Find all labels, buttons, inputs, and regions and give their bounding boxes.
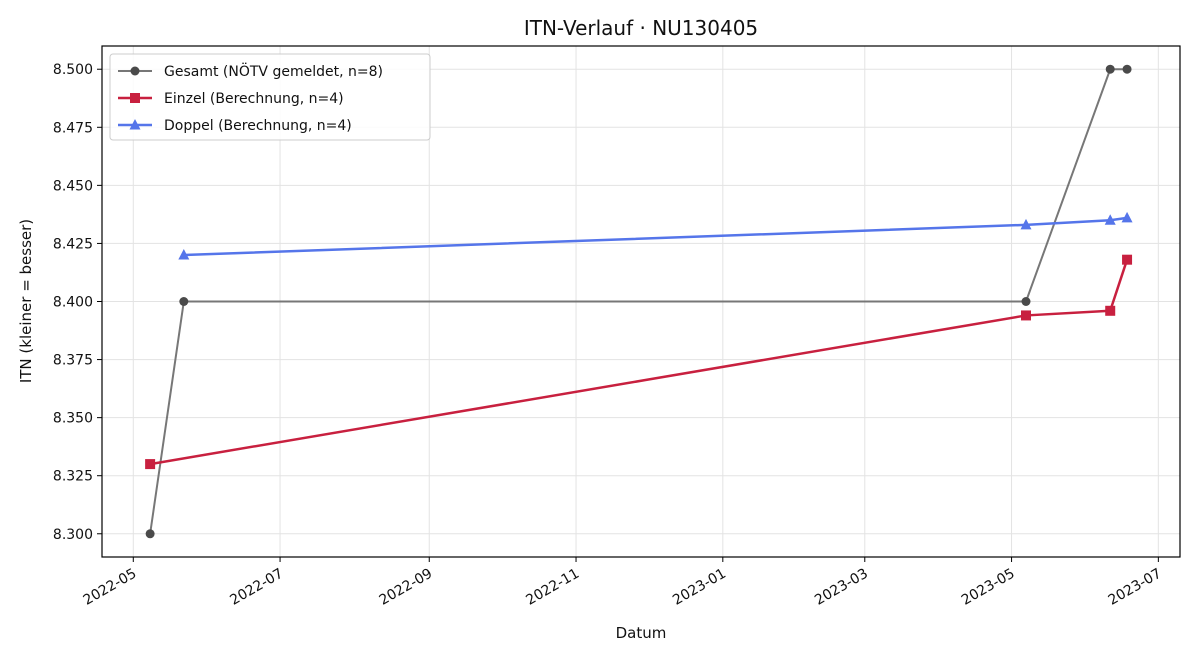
data-point — [179, 297, 189, 306]
data-point — [145, 529, 155, 539]
y-tick-label: 8.450 — [53, 178, 93, 194]
legend-entry: Gesamt (NÖTV gemeldet, n=8) — [118, 62, 383, 80]
y-tick-label: 8.400 — [53, 295, 93, 311]
data-point — [1021, 310, 1031, 321]
series-3 — [178, 211, 1133, 260]
legend-box — [109, 53, 431, 141]
data-point — [1121, 211, 1133, 223]
data-point — [1122, 64, 1132, 74]
y-tick-label: 8.500 — [53, 62, 93, 78]
legend-swatch-marker — [129, 119, 141, 130]
data-point — [1122, 254, 1133, 265]
legend-entry: Einzel (Berechnung, n=4) — [118, 91, 344, 107]
series-1 — [145, 64, 1132, 539]
legend-label: Doppel (Berechnung, n=4) — [164, 118, 352, 134]
series-line — [183, 216, 1128, 257]
legend: Gesamt (NÖTV gemeldet, n=8) Einzel (Berec… — [109, 53, 431, 141]
y-tick-label: 8.300 — [53, 527, 93, 543]
legend-entry: Doppel (Berechnung, n=4) — [118, 118, 352, 134]
data-point — [1021, 297, 1031, 306]
legend-swatch-marker — [130, 93, 140, 103]
legend-label: Gesamt (NÖTV gemeldet, n=8) — [164, 62, 383, 80]
y-tick-label: 8.325 — [53, 469, 93, 485]
data-point — [145, 459, 156, 470]
data-point — [178, 249, 190, 260]
series-line — [149, 259, 1129, 466]
chart-title: ITN-Verlauf · NU130405 — [524, 16, 758, 40]
series-layer — [145, 64, 1133, 539]
y-tick-label: 8.375 — [53, 353, 93, 369]
y-tick-label: 8.475 — [53, 120, 93, 136]
x-axis-label: Datum — [616, 624, 667, 642]
y-tick-label: 8.425 — [53, 236, 93, 252]
data-point — [1105, 305, 1116, 316]
data-point — [1104, 214, 1116, 225]
legend-label: Einzel (Berechnung, n=4) — [164, 91, 344, 107]
series-2 — [145, 254, 1133, 470]
legend-swatch-marker — [130, 66, 140, 76]
y-tick-label: 8.350 — [53, 411, 93, 427]
data-point — [1105, 64, 1115, 74]
y-axis-label: ITN (kleiner = besser) — [17, 219, 35, 383]
data-point — [1020, 218, 1032, 230]
